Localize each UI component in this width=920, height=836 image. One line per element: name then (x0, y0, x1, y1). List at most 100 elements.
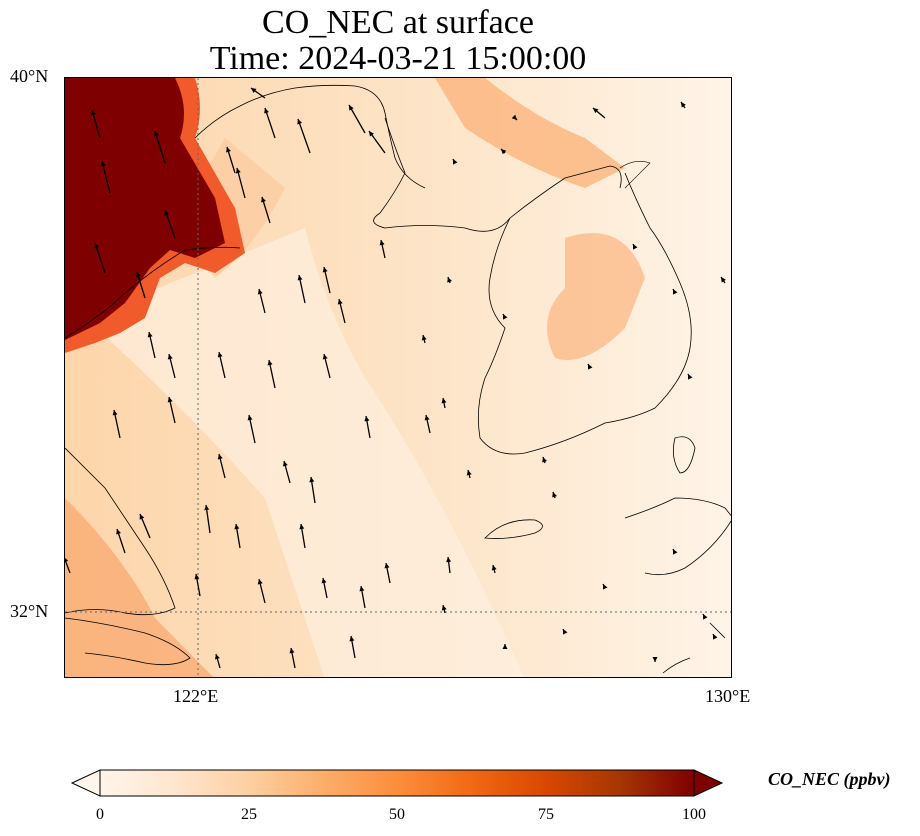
wind-arrowhead (154, 131, 159, 137)
wind-arrowhead (503, 314, 508, 320)
lat-tick-40: 40°N (10, 66, 49, 86)
wind-arrowhead (424, 415, 430, 421)
wind-arrowhead (721, 277, 726, 283)
wind-vectors (65, 87, 726, 669)
wind-arrowhead (139, 514, 145, 520)
wind-arrowhead (164, 210, 170, 216)
wind-arrowhead (214, 654, 220, 660)
wind-arrowhead (100, 161, 106, 167)
colorbar-extend-min (70, 769, 101, 797)
gridlines (65, 78, 731, 677)
wind-arrowhead (593, 108, 599, 114)
colorbar-tick-100: 100 (682, 806, 706, 823)
wind-arrowhead (226, 147, 231, 153)
wind-arrow (154, 130, 166, 164)
wind-arrowhead (297, 119, 303, 125)
wind-arrowhead (552, 492, 557, 498)
wind-arrowhead (251, 88, 257, 93)
wind-arrowhead (453, 159, 458, 165)
wind-arrowhead (446, 557, 452, 563)
lat-tick-32: 32°N (10, 601, 49, 621)
map-panel[interactable] (64, 77, 732, 678)
colorbar-gradient (99, 769, 695, 797)
plume-northeast (435, 78, 625, 188)
wind-arrowhead (379, 240, 385, 246)
wind-arrowhead (90, 110, 96, 116)
wind-arrowhead (603, 584, 608, 590)
wind-arrow (236, 167, 246, 199)
wind-arrowhead (491, 565, 497, 571)
lon-tick-130: 130°E (705, 686, 751, 706)
coastlines (65, 84, 731, 674)
wind-arrowhead (309, 477, 315, 483)
wind-arrowhead (167, 397, 173, 403)
wind-arrowhead (673, 549, 678, 555)
wind-arrowhead (112, 410, 118, 416)
wind-arrowhead (349, 105, 354, 111)
wind-arrowhead (542, 457, 547, 463)
colorbar-tick-75: 75 (538, 806, 554, 823)
wind-arrowhead (204, 505, 210, 511)
wind-arrowhead (441, 398, 447, 404)
wind-arrowhead (217, 352, 223, 358)
wind-arrowhead (297, 275, 303, 281)
wind-arrowhead (633, 244, 638, 250)
lon-tick-122: 122°E (173, 686, 219, 706)
wind-arrowhead (369, 131, 374, 137)
plume-southwest (65, 498, 214, 677)
wind-arrowhead (167, 354, 173, 360)
wind-arrowhead (563, 629, 568, 635)
wind-arrowhead (681, 102, 686, 108)
map-svg (65, 78, 731, 677)
wind-arrowhead (234, 524, 240, 530)
colorbar-label: CO_NEC (ppbv) (768, 769, 891, 789)
wind-arrowhead (703, 614, 708, 620)
wind-arrowhead (359, 586, 365, 592)
wind-arrow (101, 160, 111, 194)
wind-arrowhead (588, 364, 593, 370)
plume-korea-east (547, 233, 645, 360)
wind-arrowhead (94, 243, 99, 249)
plume-high-core (65, 78, 225, 340)
wind-arrowhead (673, 289, 678, 295)
wind-arrowhead (267, 360, 273, 366)
wind-arrow (297, 118, 311, 154)
wind-arrowhead (257, 579, 263, 585)
map-title-line1: CO_NEC at surface (262, 4, 534, 41)
wind-arrowhead (257, 289, 263, 295)
wind-arrowhead (322, 354, 328, 360)
wind-arrowhead (147, 332, 153, 338)
wind-arrowhead (282, 461, 288, 467)
wind-arrowhead (194, 574, 200, 580)
wind-arrowhead (247, 415, 253, 421)
wind-arrowhead (447, 277, 452, 283)
wind-arrowhead (65, 557, 69, 562)
low-concentration-band (85, 228, 525, 677)
wind-arrowhead (364, 416, 370, 422)
wind-arrowhead (217, 454, 223, 460)
wind-arrow (264, 107, 276, 139)
colorbar-tick-50: 50 (389, 806, 405, 823)
wind-arrowhead (713, 634, 718, 640)
wind-arrow (65, 557, 71, 574)
colorbar-tick-25: 25 (241, 806, 257, 823)
wind-arrowhead (384, 563, 390, 569)
wind-arrowhead (321, 578, 327, 584)
colorbar-extend-max (693, 769, 724, 797)
colorbar (70, 769, 724, 797)
wind-arrowhead (136, 272, 141, 278)
wind-arrowhead (322, 267, 328, 273)
wind-arrowhead (688, 374, 693, 380)
wind-arrowhead (235, 168, 241, 174)
colorbar-tick-0: 0 (96, 806, 104, 823)
wind-arrowhead (421, 335, 427, 341)
wind-arrowhead (116, 529, 121, 535)
wind-arrowhead (264, 108, 269, 114)
map-title-line2: Time: 2024-03-21 15:00:00 (209, 40, 587, 77)
wind-arrow (348, 104, 366, 134)
wind-arrowhead (652, 657, 658, 662)
wind-arrowhead (502, 644, 508, 649)
wind-arrowhead (337, 299, 343, 305)
wind-arrowhead (501, 149, 507, 155)
wind-arrowhead (441, 605, 447, 611)
